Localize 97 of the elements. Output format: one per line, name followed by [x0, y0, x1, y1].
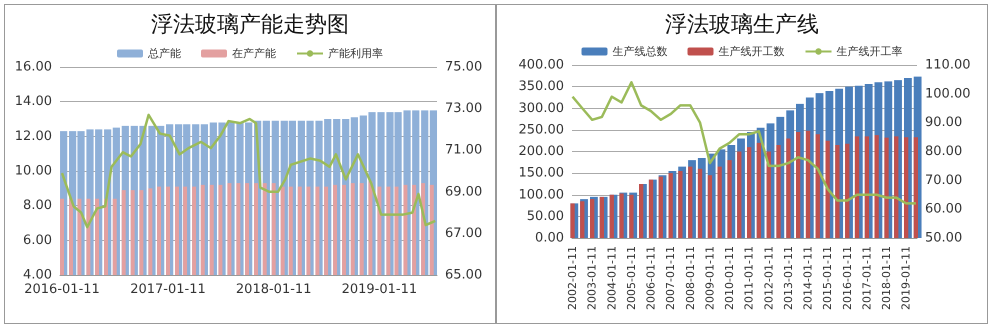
bar: [874, 135, 879, 238]
bar: [864, 136, 870, 238]
chart-title: 浮法玻璃生产线: [665, 12, 819, 38]
bar: [854, 136, 860, 238]
x-tick-label: 2017-01-11: [860, 246, 874, 310]
bar: [580, 201, 584, 238]
legend-label: 在产产能: [232, 47, 276, 60]
y-tick-label: 300.00: [518, 100, 564, 116]
y2-tick-label: 90.00: [925, 115, 962, 130]
bar: [718, 166, 722, 238]
bar: [590, 199, 594, 238]
y-tick-label: 250.00: [518, 122, 564, 138]
y2-tick-label: 75.00: [445, 60, 482, 74]
bar: [668, 173, 673, 238]
y2-tick-label: 70.00: [925, 172, 962, 188]
bar: [914, 137, 918, 238]
y2-tick-label: 67.00: [445, 226, 482, 241]
bar: [884, 138, 889, 238]
y-tick-label: 14.00: [14, 94, 52, 110]
y-tick-label: 0.00: [535, 230, 564, 246]
y2-tick-label: 73.00: [445, 101, 482, 116]
bar: [786, 138, 791, 238]
bar: [658, 176, 663, 238]
x-tick-label: 2016-01-11: [840, 246, 854, 310]
y-tick-label: 350.00: [518, 79, 564, 94]
legend-label: 生产线总数: [612, 45, 668, 58]
y-tick-label: 16.00: [14, 60, 52, 74]
bar: [766, 152, 771, 238]
bar: [639, 184, 644, 238]
y2-tick-label: 50.00: [925, 230, 962, 246]
bar: [746, 147, 752, 238]
bar: [835, 145, 840, 238]
y2-tick-label: 60.00: [925, 202, 962, 217]
legend-label: 生产线开工数: [718, 45, 784, 58]
bar: [698, 168, 702, 238]
bar: [610, 194, 614, 238]
y-tick-label: 6.00: [23, 232, 52, 248]
y-tick-label: 12.00: [14, 128, 52, 144]
x-tick-label: 2006-01-11: [644, 246, 658, 310]
y-tick-label: 150.00: [518, 166, 564, 181]
bar: [796, 132, 800, 238]
bar: [570, 203, 575, 238]
bar: [904, 137, 908, 238]
bar: [816, 134, 820, 238]
y-tick-label: 100.00: [518, 187, 564, 202]
x-tick-label: 2004-01-11: [605, 246, 618, 310]
bar: [776, 145, 781, 238]
x-tick-label: 2013-01-11: [782, 246, 795, 310]
y2-tick-label: 65.00: [445, 268, 482, 282]
x-tick-label: 2016-01-11: [24, 282, 100, 297]
x-tick-label: 2007-01-11: [664, 246, 678, 310]
y-tick-label: 200.00: [518, 144, 564, 159]
legend-label: 总产能: [147, 47, 181, 60]
x-tick-label: 2018-01-11: [236, 282, 312, 297]
y-tick-label: 50.00: [526, 208, 564, 224]
y2-tick-label: 80.00: [925, 144, 962, 159]
bar: [629, 194, 634, 238]
bar: [727, 160, 732, 238]
chart-title: 浮法玻璃产能走势图: [151, 12, 349, 38]
x-tick-label: 2019-01-11: [900, 246, 913, 310]
bar: [894, 136, 898, 238]
legend-label: 生产线开工率: [836, 45, 902, 58]
x-tick-label: 2005-01-11: [624, 246, 638, 310]
bar: [737, 152, 742, 238]
line-series: [571, 81, 918, 205]
x-tick-label: 2018-01-11: [880, 246, 894, 310]
y2-tick-label: 100.00: [925, 86, 970, 102]
x-tick-label: 2019-01-11: [342, 282, 418, 297]
x-tick-label: 2015-01-11: [821, 246, 834, 310]
bar: [678, 170, 683, 238]
bar: [619, 193, 624, 238]
y-tick-label: 4.00: [23, 268, 52, 282]
x-tick-label: 2014-01-11: [802, 246, 815, 310]
bar: [708, 175, 712, 238]
x-tick-label: 2017-01-11: [130, 282, 206, 297]
x-tick-label: 2008-01-11: [684, 246, 697, 310]
x-tick-label: 2010-01-11: [723, 246, 736, 310]
bar: [845, 144, 850, 238]
line-series: [60, 114, 437, 228]
bar: [825, 140, 830, 238]
legend-label: 产能利用率: [328, 47, 383, 60]
x-tick-label: 2002-01-11: [566, 246, 580, 310]
x-tick-label: 2003-01-11: [586, 246, 599, 310]
y-tick-label: 400.00: [518, 58, 564, 72]
bar: [806, 130, 810, 238]
y2-tick-label: 69.00: [445, 184, 482, 200]
y2-tick-label: 110.00: [925, 58, 970, 72]
x-tick-label: 2011-01-11: [742, 246, 756, 310]
x-tick-label: 2009-01-11: [703, 246, 716, 310]
y-tick-label: 10.00: [14, 164, 52, 178]
bar: [600, 196, 604, 238]
bar: [688, 166, 692, 238]
y-tick-label: 8.00: [23, 198, 52, 214]
y2-tick-label: 71.00: [445, 142, 482, 158]
bar: [648, 180, 654, 238]
bar: [756, 142, 762, 238]
x-tick-label: 2012-01-11: [762, 246, 776, 310]
